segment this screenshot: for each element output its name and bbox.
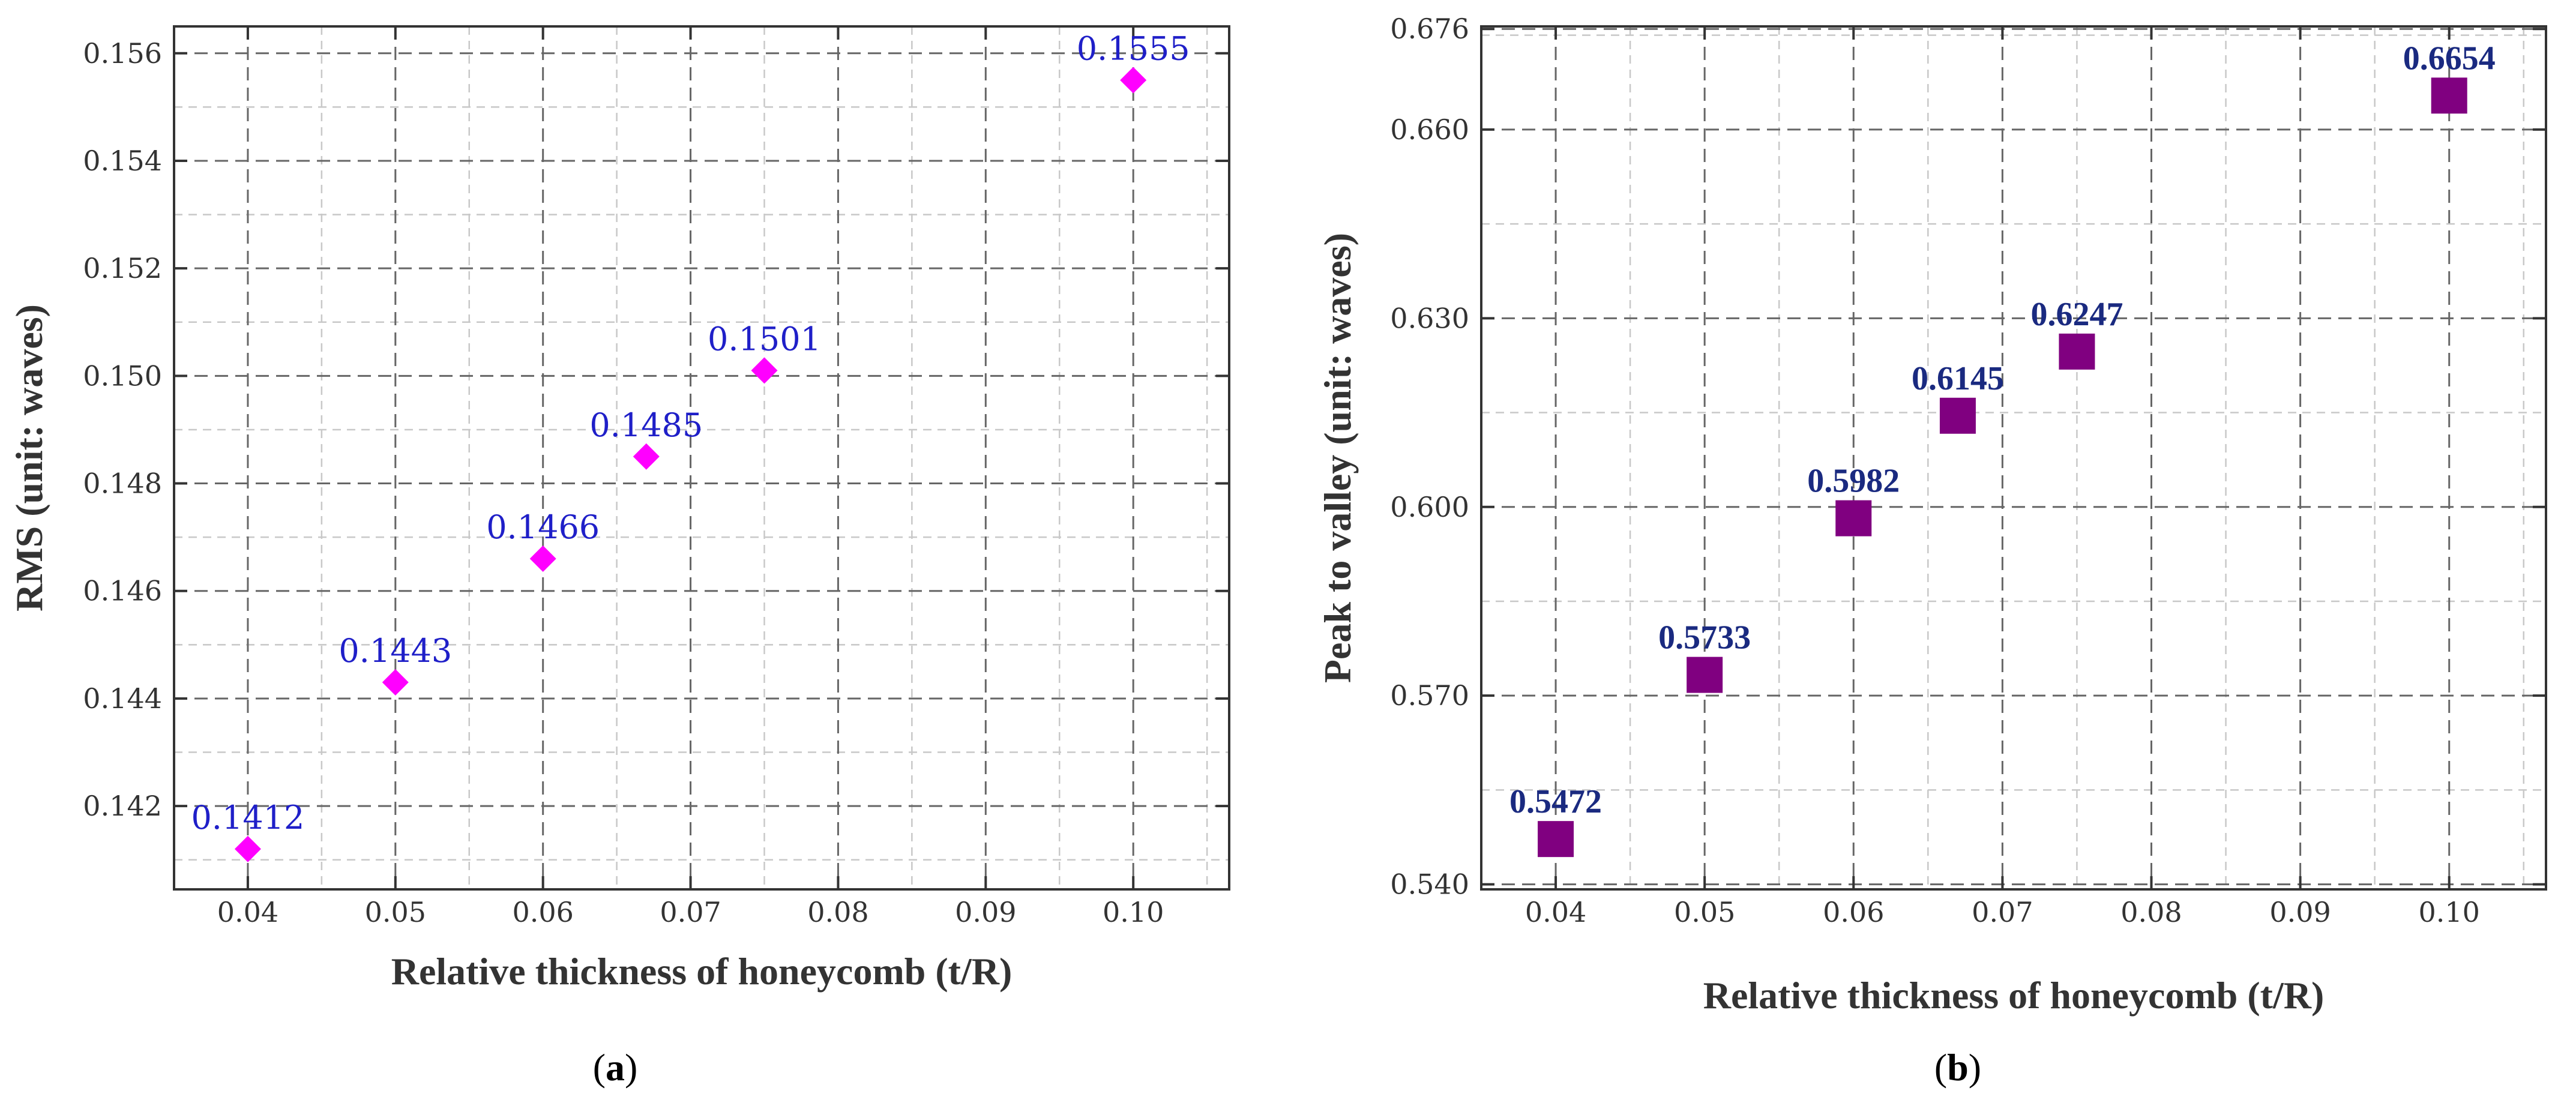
- grid-b: [1480, 26, 2546, 889]
- y-axis-label-a: RMS (unit: waves): [8, 304, 50, 612]
- y-tick-label: 0.660: [1390, 113, 1469, 146]
- data-point-diamond: [633, 443, 660, 470]
- axis-ticks-a: [174, 26, 1229, 889]
- data-label: 0.6145: [1912, 360, 2004, 397]
- x-tick-label: 0.09: [955, 896, 1016, 928]
- panel-label-b-letter: b: [1947, 1046, 1969, 1089]
- data-point-square: [2059, 333, 2095, 370]
- data-points-b: [1538, 77, 2467, 858]
- y-tick-label: 0.144: [83, 682, 162, 715]
- x-tick-label: 0.05: [1674, 896, 1735, 928]
- x-axis-label-a: Relative thickness of honeycomb (t/R): [391, 950, 1013, 993]
- data-label: 0.1443: [339, 632, 452, 670]
- data-point-square: [1687, 657, 1723, 693]
- y-tick-label: 0.142: [83, 790, 162, 822]
- x-tick-label: 0.04: [1525, 896, 1586, 928]
- data-label: 0.6654: [2403, 40, 2496, 77]
- data-label: 0.6247: [2030, 296, 2123, 333]
- data-label: 0.1555: [1077, 30, 1190, 68]
- x-tick-label: 0.10: [2419, 896, 2480, 928]
- x-axis-label-b: Relative thickness of honeycomb (t/R): [1703, 974, 2325, 1017]
- panel-label-b: (b): [1934, 1046, 1981, 1089]
- panel-label-a: (a): [593, 1046, 638, 1089]
- chart-panel-b: 0.04 0.05 0.06 0.07 0.08 0.09 0.10 0.540 0.570 0.…: [1316, 13, 2547, 1089]
- data-label: 0.1412: [191, 799, 304, 837]
- y-tick-label: 0.152: [83, 252, 162, 284]
- x-tick-label: 0.08: [807, 896, 868, 928]
- data-point-square: [1939, 397, 1976, 434]
- y-tick-label: 0.570: [1390, 679, 1469, 712]
- plot-frame-b: [1480, 25, 2547, 891]
- x-tick-label: 0.08: [2120, 896, 2182, 928]
- x-tick-label: 0.07: [1972, 896, 2033, 928]
- x-tick-label: 0.07: [660, 896, 721, 928]
- data-point-diamond: [529, 545, 556, 572]
- data-point-diamond: [1120, 67, 1147, 94]
- data-point-square: [2431, 77, 2467, 114]
- data-point-diamond: [751, 357, 778, 384]
- y-tick-label: 0.540: [1390, 868, 1469, 901]
- data-point-square: [1538, 821, 1574, 858]
- data-point-diamond: [234, 835, 261, 862]
- data-label: 0.1485: [589, 406, 703, 444]
- y-tick-label: 0.630: [1390, 302, 1469, 334]
- data-label: 0.5733: [1658, 619, 1751, 657]
- x-tick-label: 0.10: [1103, 896, 1164, 928]
- data-point-diamond: [382, 669, 409, 696]
- y-axis-label-b: Peak to valley (unit: waves): [1316, 233, 1359, 683]
- data-labels-a: 0.1412 0.1443 0.1466 0.1485 0.1501 0.1555: [191, 30, 1190, 837]
- y-tick-label: 0.156: [83, 37, 162, 70]
- data-points-a: [234, 67, 1147, 862]
- y-tick-label: 0.150: [83, 359, 162, 392]
- x-tick-label: 0.05: [365, 896, 426, 928]
- y-tick-label: 0.148: [83, 467, 162, 500]
- data-label: 0.5472: [1509, 783, 1602, 820]
- y-tick-label: 0.146: [83, 575, 162, 607]
- x-tick-label: 0.06: [512, 896, 573, 928]
- panel-label-a-letter: a: [606, 1046, 625, 1089]
- data-label: 0.1466: [486, 508, 600, 546]
- grid-a: [173, 26, 1229, 889]
- x-tick-label: 0.06: [1823, 896, 1884, 928]
- data-label: 0.1501: [708, 320, 821, 358]
- x-tick-label: 0.04: [217, 896, 278, 928]
- axis-ticks-b: [1481, 26, 2546, 889]
- plot-frame-a: [173, 25, 1230, 891]
- y-tick-label: 0.154: [83, 145, 162, 177]
- tick-labels-a: 0.04 0.05 0.06 0.07 0.08 0.09 0.10 0.142 0.144 0.…: [83, 37, 1164, 928]
- data-label: 0.5982: [1807, 463, 1900, 500]
- y-tick-label: 0.600: [1390, 491, 1469, 523]
- tick-labels-b: 0.04 0.05 0.06 0.07 0.08 0.09 0.10 0.540 0.570 0.…: [1390, 13, 2480, 928]
- y-tick-label: 0.676: [1390, 13, 1469, 45]
- x-tick-label: 0.09: [2269, 896, 2331, 928]
- data-point-square: [1835, 500, 1872, 536]
- data-labels-b: 0.5472 0.5733 0.5982 0.6145 0.6247 0.6654: [1509, 40, 2496, 820]
- chart-panel-a: 0.04 0.05 0.06 0.07 0.08 0.09 0.10 0.142 0.144 0.…: [8, 25, 1230, 1089]
